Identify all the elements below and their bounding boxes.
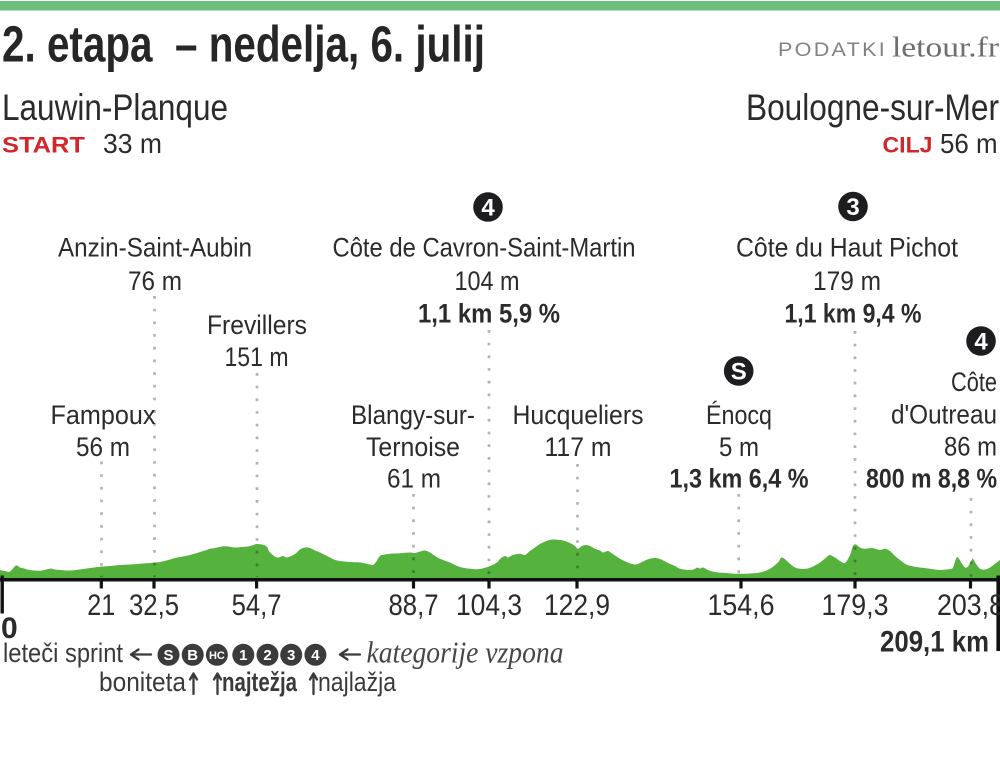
svg-text:32,5: 32,5 (129, 589, 179, 622)
svg-text:S: S (163, 647, 173, 664)
svg-text:33 m: 33 m (103, 128, 162, 159)
svg-text:122,9: 122,9 (544, 589, 610, 622)
svg-text:Énocq: Énocq (706, 400, 772, 430)
svg-text:najlažja: najlažja (318, 667, 397, 697)
svg-text:CILJ: CILJ (883, 133, 933, 158)
svg-text:kategorije vzpona: kategorije vzpona (367, 635, 564, 670)
svg-text:61 m: 61 m (387, 464, 441, 494)
svg-text:Boulogne-sur-Mer: Boulogne-sur-Mer (746, 87, 999, 128)
svg-text:4: 4 (481, 195, 495, 222)
svg-text:2: 2 (263, 647, 271, 664)
svg-text:0: 0 (1, 612, 18, 645)
svg-text:Hucqueliers: Hucqueliers (513, 400, 644, 430)
svg-text:Fampoux: Fampoux (51, 400, 156, 430)
svg-text:104,3: 104,3 (456, 589, 522, 622)
svg-text:3: 3 (846, 194, 859, 221)
svg-text:117 m: 117 m (545, 432, 612, 462)
svg-text:203,8: 203,8 (937, 589, 1000, 622)
svg-text:209,1 km: 209,1 km (880, 626, 989, 659)
svg-text:Côte du Haut Pichot: Côte du Haut Pichot (736, 233, 958, 263)
svg-text:1: 1 (239, 647, 247, 664)
svg-text:HC: HC (209, 650, 225, 662)
svg-text:1,1 km 9,4 %: 1,1 km 9,4 % (785, 299, 922, 329)
svg-text:21: 21 (87, 589, 115, 622)
svg-text:START: START (2, 133, 86, 158)
svg-text:3: 3 (287, 647, 295, 664)
svg-text:800 m 8,8 %: 800 m 8,8 % (866, 464, 997, 494)
svg-text:56 m: 56 m (940, 128, 998, 159)
svg-text:86 m: 86 m (944, 432, 997, 462)
svg-text:54,7: 54,7 (232, 589, 282, 622)
svg-text:154,6: 154,6 (708, 589, 775, 622)
svg-text:4: 4 (974, 329, 988, 356)
svg-text:Blangy-sur-: Blangy-sur- (351, 400, 475, 430)
svg-text:najtežja: najtežja (222, 667, 298, 697)
svg-text:104 m: 104 m (455, 266, 520, 296)
svg-text:B: B (187, 647, 198, 664)
svg-text:d'Outreau: d'Outreau (891, 400, 997, 430)
svg-text:56 m: 56 m (76, 432, 130, 462)
svg-text:179 m: 179 m (813, 266, 881, 296)
svg-text:179,3: 179,3 (822, 589, 889, 622)
svg-text:2. etapa – nedelja, 6. julij: 2. etapa – nedelja, 6. julij (2, 16, 485, 73)
svg-text:Frevillers: Frevillers (207, 310, 307, 340)
svg-text:Lauwin-Planque: Lauwin-Planque (2, 87, 228, 128)
svg-text:S: S (731, 359, 747, 386)
svg-text:5 m: 5 m (719, 432, 759, 462)
svg-text:PODATKI: PODATKI (778, 40, 887, 61)
svg-text:4: 4 (311, 647, 320, 664)
svg-text:88,7: 88,7 (389, 589, 439, 622)
svg-text:Côte de Cavron-Saint-Martin: Côte de Cavron-Saint-Martin (333, 233, 636, 263)
svg-text:leteči sprint: leteči sprint (3, 638, 123, 668)
svg-text:boniteta: boniteta (99, 667, 187, 697)
svg-text:Ternoise: Ternoise (366, 432, 460, 462)
svg-text:Anzin-Saint-Aubin: Anzin-Saint-Aubin (58, 233, 252, 263)
svg-text:letour.fr: letour.fr (892, 32, 999, 64)
svg-text:Côte: Côte (951, 367, 997, 397)
svg-text:1,3 km 6,4 %: 1,3 km 6,4 % (670, 464, 809, 494)
svg-text:151 m: 151 m (225, 342, 289, 372)
svg-text:1,1 km 5,9 %: 1,1 km 5,9 % (418, 299, 560, 329)
svg-text:76 m: 76 m (128, 266, 182, 296)
